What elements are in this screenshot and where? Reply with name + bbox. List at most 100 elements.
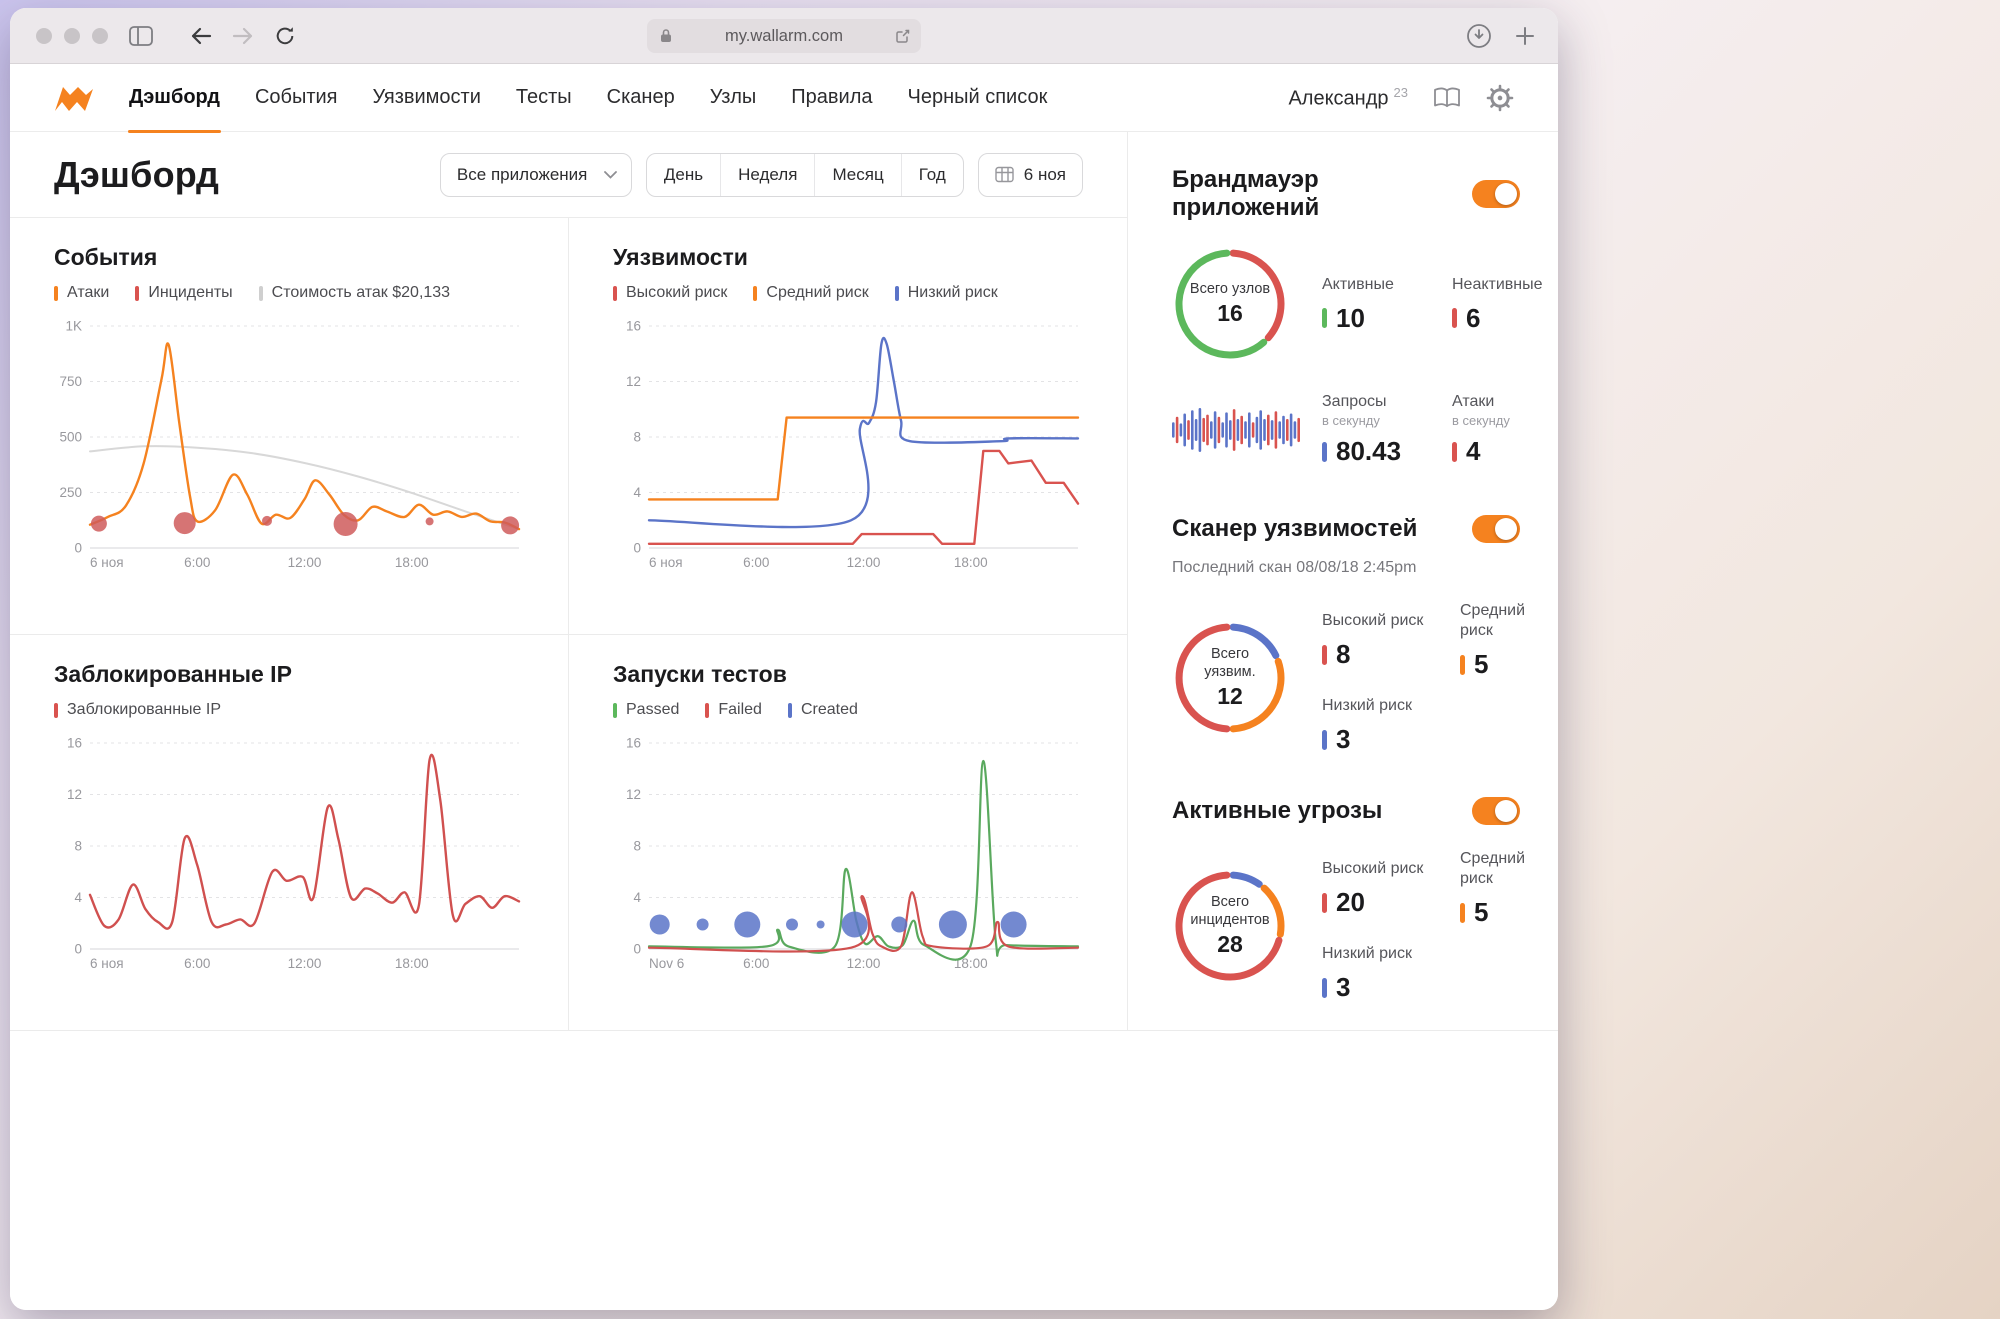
svg-text:8: 8 bbox=[633, 430, 641, 445]
window-controls bbox=[36, 27, 108, 44]
tab-dashboard[interactable]: Дэшборд bbox=[128, 64, 221, 133]
date-picker-button[interactable]: 6 ноя bbox=[977, 152, 1083, 197]
svg-text:750: 750 bbox=[59, 374, 82, 389]
svg-text:8: 8 bbox=[633, 839, 641, 854]
zoom-window-button[interactable] bbox=[92, 27, 108, 44]
new-tab-button[interactable] bbox=[1508, 19, 1542, 53]
legend-label: Низкий риск bbox=[907, 284, 998, 301]
period-month[interactable]: Месяц bbox=[814, 153, 900, 196]
stat-marker bbox=[1322, 441, 1327, 462]
panel-title: События bbox=[54, 244, 158, 270]
legend-marker bbox=[54, 285, 58, 301]
period-year[interactable]: Год bbox=[900, 153, 963, 196]
legend-item: Инциденты bbox=[135, 284, 233, 302]
docs-book-icon[interactable] bbox=[1432, 86, 1462, 110]
legend: Атаки Инциденты Стоимость атак $20,133 bbox=[54, 284, 524, 302]
vulnerabilities-donut: Всего уязвим. 12 bbox=[1172, 620, 1288, 736]
scanner-section-title: Сканер уязвимостей bbox=[1172, 515, 1418, 542]
page-content: Дэшборд Все приложения День Неделя Месяц… bbox=[10, 132, 1558, 1031]
firewall-section: Брандмауэр приложений Всего узлов 16 Акт… bbox=[1172, 166, 1543, 467]
stat-number: 5 bbox=[1474, 649, 1489, 679]
tab-blacklist[interactable]: Черный список bbox=[907, 86, 1048, 108]
legend-marker bbox=[613, 702, 617, 718]
svg-text:6 ноя: 6 ноя bbox=[90, 956, 124, 971]
panel-events: События Атаки Инциденты Стоимость атак $… bbox=[10, 218, 569, 635]
stat-number: 10 bbox=[1336, 302, 1365, 333]
date-picker-value: 6 ноя bbox=[1023, 164, 1066, 184]
period-day[interactable]: День bbox=[663, 164, 704, 184]
stat-sublabel: в секунду bbox=[1322, 413, 1380, 428]
svg-text:12:00: 12:00 bbox=[847, 555, 881, 570]
downloads-button[interactable] bbox=[1462, 19, 1496, 53]
tab-scanner[interactable]: Сканер bbox=[606, 86, 675, 108]
legend-label: Failed bbox=[718, 701, 762, 718]
stat-label: Неактивные bbox=[1452, 275, 1543, 293]
link-icon[interactable] bbox=[895, 28, 911, 49]
stat-number: 3 bbox=[1336, 724, 1351, 754]
charts-grid: События Атаки Инциденты Стоимость атак $… bbox=[10, 218, 1128, 1030]
panel-title: Заблокированные IP bbox=[54, 661, 292, 687]
legend-item: Заблокированные IP bbox=[54, 701, 221, 719]
svg-text:18:00: 18:00 bbox=[954, 555, 988, 570]
svg-text:500: 500 bbox=[59, 430, 82, 445]
period-week[interactable]: Неделя bbox=[720, 153, 814, 196]
stat-number: 5 bbox=[1474, 897, 1489, 927]
svg-text:6 ноя: 6 ноя bbox=[649, 555, 683, 570]
stat-medium-risk: Средний риск 5 bbox=[1460, 849, 1525, 928]
legend-label: Стоимость атак $20,133 bbox=[271, 284, 451, 301]
stat-label: Высокий риск bbox=[1322, 612, 1424, 629]
page-toolbar: Дэшборд Все приложения День Неделя Месяц… bbox=[10, 132, 1127, 218]
stat-marker bbox=[1322, 644, 1327, 665]
legend: Passed Failed Created bbox=[613, 701, 1084, 719]
svg-text:16: 16 bbox=[67, 736, 82, 751]
legend-marker bbox=[54, 702, 58, 718]
stat-high-risk: Высокий риск 20 bbox=[1322, 859, 1434, 918]
scanner-toggle[interactable] bbox=[1472, 515, 1520, 543]
settings-gear-icon[interactable] bbox=[1486, 84, 1514, 112]
stat-medium-risk: Средний риск 5 bbox=[1460, 601, 1525, 680]
toggle-knob bbox=[1495, 518, 1517, 540]
stat-label: Средний риск bbox=[1460, 602, 1526, 639]
close-window-button[interactable] bbox=[36, 27, 52, 44]
svg-text:18:00: 18:00 bbox=[395, 555, 429, 570]
svg-text:6:00: 6:00 bbox=[184, 956, 210, 971]
stat-label: Низкий риск bbox=[1322, 945, 1412, 962]
sidebar-toggle-icon[interactable] bbox=[124, 19, 158, 53]
panel-blocked-ips: Заблокированные IP Заблокированные IP 0 4… bbox=[10, 635, 569, 1030]
stat-attacks-per-second: Атаки в секунду 4 bbox=[1452, 392, 1543, 467]
applications-select[interactable]: Все приложения bbox=[439, 152, 632, 197]
svg-text:12: 12 bbox=[626, 374, 641, 389]
stat-marker bbox=[1452, 441, 1457, 462]
legend-label: Заблокированные IP bbox=[67, 701, 222, 718]
legend-item: Атаки bbox=[54, 284, 109, 302]
minimize-window-button[interactable] bbox=[64, 27, 80, 44]
forward-button[interactable] bbox=[226, 19, 260, 53]
stat-number: 80.43 bbox=[1336, 436, 1402, 466]
main-nav: Дэшборд События Уязвимости Тесты Сканер … bbox=[128, 64, 1081, 133]
back-button[interactable] bbox=[184, 19, 218, 53]
user-menu[interactable]: Александр 23 bbox=[1288, 85, 1408, 111]
stat-sublabel: в секунду bbox=[1452, 413, 1510, 428]
panel-test-runs: Запуски тестов Passed Failed Created 0 4 8… bbox=[569, 635, 1128, 1030]
svg-text:0: 0 bbox=[74, 942, 82, 957]
svg-text:6:00: 6:00 bbox=[184, 555, 210, 570]
tab-vulnerabilities[interactable]: Уязвимости bbox=[372, 86, 481, 108]
wallarm-logo[interactable] bbox=[54, 85, 94, 111]
stat-low-risk: Низкий риск 3 bbox=[1322, 696, 1434, 755]
stat-low-risk: Низкий риск 3 bbox=[1322, 944, 1434, 1003]
stat-label: Активные bbox=[1322, 275, 1394, 293]
stat-marker bbox=[1322, 308, 1327, 328]
firewall-toggle[interactable] bbox=[1472, 180, 1520, 208]
reload-button[interactable] bbox=[268, 19, 302, 53]
legend-item: Failed bbox=[705, 701, 762, 719]
threats-toggle[interactable] bbox=[1472, 797, 1520, 825]
tab-nodes[interactable]: Узлы bbox=[709, 86, 757, 108]
stat-label: Низкий риск bbox=[1322, 697, 1412, 714]
address-bar[interactable]: my.wallarm.com bbox=[647, 19, 921, 53]
tab-rules[interactable]: Правила bbox=[791, 86, 873, 108]
user-badge: 23 bbox=[1393, 84, 1408, 100]
svg-text:6 ноя: 6 ноя bbox=[90, 555, 124, 570]
tab-events[interactable]: События bbox=[254, 86, 338, 108]
legend-label: Атаки bbox=[67, 284, 110, 301]
tab-tests[interactable]: Тесты bbox=[515, 86, 572, 108]
